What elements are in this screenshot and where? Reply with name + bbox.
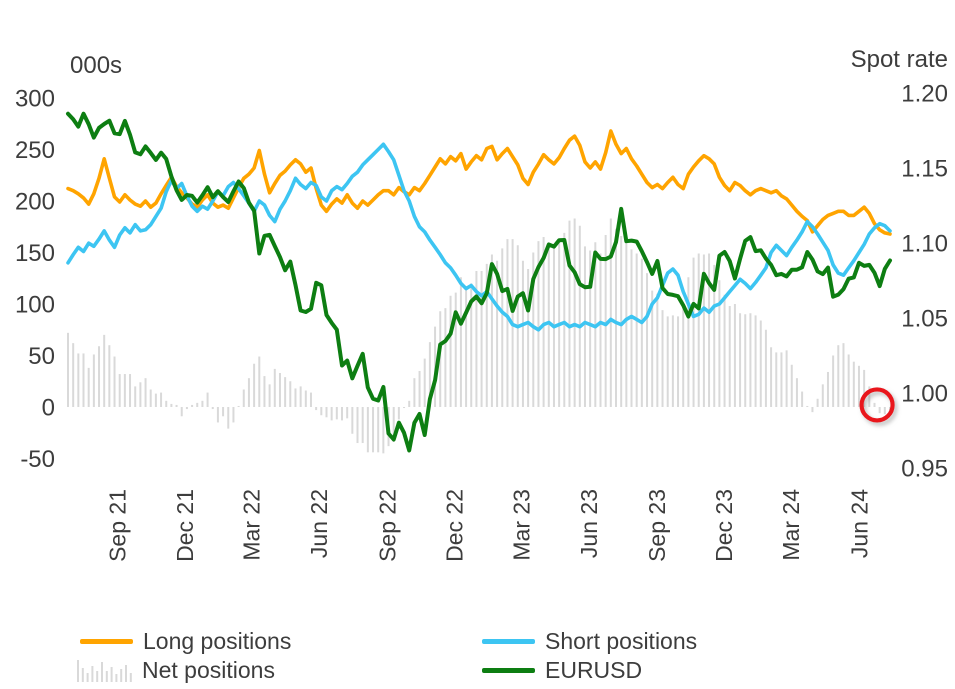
highlight-circle-annotation (859, 387, 895, 423)
left-axis-tick-label: 100 (15, 292, 55, 319)
axis-tick-labels: 300 250 200 150 100 50 0 -50 1.20 1.15 1.10 1.05 1.0… (15, 81, 948, 562)
net-positions-bars-swatch-icon (76, 657, 134, 683)
legend-item-eurusd: EURUSD (482, 656, 642, 684)
long-positions-line-swatch-icon (80, 638, 133, 644)
x-axis-tick-label: Sep 23 (644, 489, 670, 562)
x-axis-tick-label: Dec 21 (172, 489, 198, 562)
x-axis-tick-label: Jun 23 (576, 489, 602, 558)
left-axis-tick-label: -50 (20, 446, 55, 473)
short-line (66, 142, 892, 332)
eurusd-line-swatch-icon (482, 667, 535, 673)
legend-item-short-positions: Short positions (482, 627, 697, 655)
x-axis-tick-label: Mar 22 (238, 489, 264, 561)
x-axis-tick-label: Mar 24 (778, 489, 804, 561)
legend-item-net-positions: Net positions (76, 656, 275, 684)
long-line (66, 129, 892, 236)
legend-label-eurusd: EURUSD (545, 656, 643, 683)
chart-canvas: 000s Spot rate 300 250 200 150 100 50 0 -50 1.20… (15, 46, 948, 562)
right-axis-tick-label: 0.95 (901, 456, 948, 483)
left-axis-tick-label: 200 (15, 189, 55, 216)
x-axis-tick-label: Sep 22 (374, 489, 400, 562)
net-positions-bars (67, 218, 891, 454)
left-axis-tick-label: 250 (15, 137, 55, 164)
x-axis-tick-label: Mar 23 (508, 489, 534, 561)
right-axis-tick-label: 1.15 (901, 156, 948, 183)
legend-label-long-positions: Long positions (143, 627, 292, 654)
legend-label-short-positions: Short positions (545, 627, 698, 654)
left-axis-tick-label: 0 (42, 395, 55, 422)
net-bars-mini-icon (77, 660, 132, 682)
x-axis-tick-label: Dec 23 (711, 489, 737, 562)
right-axis-tick-label: 1.00 (901, 381, 948, 408)
series-lines (66, 111, 892, 453)
left-axis-tick-label: 300 (15, 86, 55, 113)
chart-legend: Long positions Net positions Short posit… (0, 620, 955, 689)
right-axis-tick-label: 1.20 (901, 81, 948, 108)
legend-item-long-positions: Long positions (80, 627, 291, 655)
left-axis-tick-label: 50 (28, 343, 55, 370)
x-axis-tick-label: Sep 21 (105, 489, 131, 562)
left-axis-tick-label: 150 (15, 240, 55, 267)
short-positions-line-swatch-icon (482, 638, 535, 644)
x-axis-tick-label: Jun 24 (846, 489, 872, 558)
right-axis-tick-label: 1.10 (901, 231, 948, 258)
legend-label-net-positions: Net positions (142, 656, 275, 683)
x-axis-tick-label: Jun 22 (306, 489, 332, 558)
red-circle-annotation (859, 387, 895, 423)
right-axis-title: Spot rate (851, 46, 948, 73)
right-axis-tick-label: 1.05 (901, 306, 948, 333)
eurusd-line (66, 111, 892, 453)
x-axis-tick-label: Dec 22 (442, 489, 468, 562)
left-axis-unit-label: 000s (70, 52, 122, 79)
